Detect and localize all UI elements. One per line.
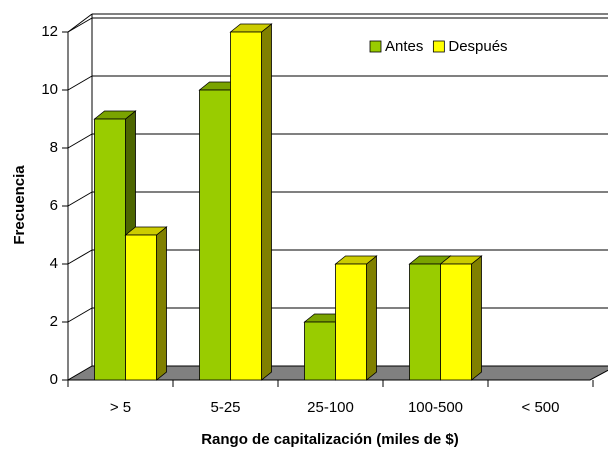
x-axis-label: Rango de capitalización (miles de $)	[201, 431, 459, 448]
bar-side	[261, 23, 272, 381]
bar	[439, 255, 483, 381]
y-tick-label: 8	[50, 139, 58, 156]
y-axis-label: Frecuencia	[11, 165, 28, 245]
grid-line-side	[67, 133, 93, 149]
bar-front	[335, 263, 367, 381]
bar-front	[230, 31, 262, 381]
bar-front	[304, 321, 336, 381]
legend-swatch	[432, 40, 445, 53]
bar-front	[409, 263, 441, 381]
bar-front	[440, 263, 472, 381]
legend-swatch	[369, 40, 382, 53]
x-tick-label: 25-100	[307, 399, 354, 416]
y-tick-label: 2	[50, 313, 58, 330]
y-tick-label: 4	[50, 255, 58, 272]
grid-line-side	[67, 75, 93, 91]
grid-line-side	[67, 191, 93, 207]
side-top	[67, 13, 93, 33]
legend-label: Después	[448, 38, 507, 55]
bar-front	[199, 89, 231, 381]
bar-front	[125, 234, 157, 381]
bar-side	[156, 226, 167, 381]
grid-line-side	[67, 249, 93, 265]
bar	[124, 226, 168, 381]
x-tick-label: > 5	[110, 399, 131, 416]
grid-line-side	[67, 307, 93, 323]
y-tick-label: 12	[41, 23, 58, 40]
bar	[334, 255, 378, 381]
y-tick-label: 6	[50, 197, 58, 214]
bar-side	[366, 255, 377, 381]
bar-side	[471, 255, 482, 381]
x-tick-label: < 500	[522, 399, 560, 416]
x-tick-label: 5-25	[210, 399, 240, 416]
y-tick-label: 0	[50, 371, 58, 388]
legend-label: Antes	[385, 38, 423, 55]
x-tick-label: 100-500	[408, 399, 463, 416]
y-tick-label: 10	[41, 81, 58, 98]
bar-front	[94, 118, 126, 381]
grid-line-side	[67, 17, 93, 33]
bar	[229, 23, 273, 381]
